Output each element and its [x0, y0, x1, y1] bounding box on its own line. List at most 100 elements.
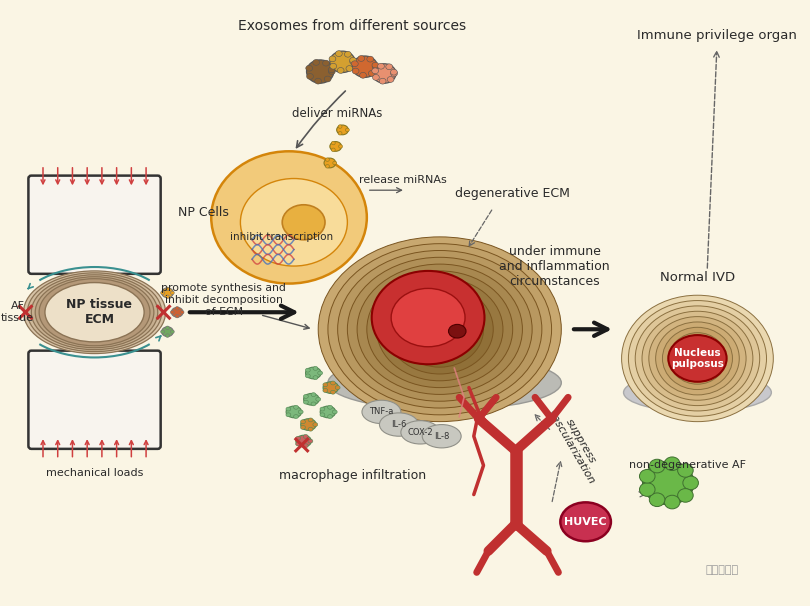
- Ellipse shape: [305, 374, 310, 378]
- Ellipse shape: [327, 415, 332, 419]
- Ellipse shape: [352, 61, 358, 67]
- Text: macrophage infiltration: macrophage infiltration: [279, 468, 426, 482]
- Text: TNF-a: TNF-a: [369, 407, 394, 416]
- Ellipse shape: [372, 271, 484, 364]
- Ellipse shape: [328, 356, 561, 410]
- Ellipse shape: [401, 421, 440, 444]
- Ellipse shape: [373, 64, 396, 83]
- Text: NP tissue
ECM: NP tissue ECM: [66, 298, 132, 326]
- Ellipse shape: [305, 367, 321, 379]
- Ellipse shape: [396, 291, 484, 367]
- Ellipse shape: [332, 410, 337, 414]
- Ellipse shape: [165, 326, 169, 330]
- Ellipse shape: [311, 402, 316, 406]
- Text: AF
tissue: AF tissue: [1, 301, 34, 323]
- Ellipse shape: [324, 158, 335, 168]
- Ellipse shape: [308, 439, 313, 443]
- Ellipse shape: [329, 56, 336, 62]
- Ellipse shape: [373, 75, 379, 81]
- Text: NP Cells: NP Cells: [178, 206, 229, 219]
- Ellipse shape: [165, 287, 169, 291]
- Ellipse shape: [624, 373, 771, 412]
- Ellipse shape: [165, 334, 169, 338]
- Text: COX-2: COX-2: [407, 428, 433, 437]
- Ellipse shape: [311, 393, 316, 396]
- Ellipse shape: [320, 407, 325, 411]
- Ellipse shape: [331, 148, 335, 152]
- Ellipse shape: [323, 383, 328, 387]
- Ellipse shape: [367, 271, 513, 388]
- Ellipse shape: [241, 179, 347, 266]
- Text: Nucleus
pulposus: Nucleus pulposus: [671, 348, 724, 369]
- Ellipse shape: [162, 327, 173, 336]
- Ellipse shape: [318, 371, 322, 375]
- Ellipse shape: [639, 470, 655, 483]
- Text: mechanical loads: mechanical loads: [46, 468, 143, 478]
- Ellipse shape: [330, 390, 335, 394]
- Ellipse shape: [301, 425, 305, 430]
- Ellipse shape: [360, 72, 366, 78]
- Ellipse shape: [293, 405, 298, 409]
- Ellipse shape: [387, 76, 394, 82]
- Ellipse shape: [306, 65, 313, 71]
- Ellipse shape: [344, 52, 352, 57]
- Ellipse shape: [303, 444, 308, 448]
- Ellipse shape: [298, 410, 303, 414]
- Ellipse shape: [172, 307, 183, 317]
- Ellipse shape: [328, 67, 335, 73]
- Ellipse shape: [286, 413, 291, 417]
- Ellipse shape: [377, 278, 503, 381]
- Ellipse shape: [330, 51, 355, 73]
- Ellipse shape: [386, 64, 393, 70]
- Ellipse shape: [337, 125, 348, 135]
- Ellipse shape: [350, 59, 356, 65]
- Ellipse shape: [28, 273, 162, 351]
- Ellipse shape: [160, 291, 164, 295]
- Ellipse shape: [304, 395, 309, 398]
- Ellipse shape: [170, 291, 174, 295]
- Ellipse shape: [32, 275, 158, 350]
- Ellipse shape: [324, 76, 331, 82]
- Ellipse shape: [304, 393, 319, 405]
- FancyBboxPatch shape: [28, 351, 160, 449]
- Ellipse shape: [330, 381, 335, 385]
- Ellipse shape: [293, 415, 298, 419]
- Ellipse shape: [386, 285, 493, 374]
- Ellipse shape: [379, 78, 386, 84]
- Ellipse shape: [668, 335, 727, 382]
- Ellipse shape: [561, 502, 611, 541]
- Ellipse shape: [372, 64, 379, 70]
- Ellipse shape: [175, 307, 179, 310]
- Ellipse shape: [296, 435, 311, 447]
- Ellipse shape: [286, 407, 291, 411]
- Ellipse shape: [327, 405, 332, 409]
- Ellipse shape: [372, 68, 378, 74]
- Ellipse shape: [301, 420, 305, 424]
- Ellipse shape: [316, 398, 321, 401]
- Ellipse shape: [422, 425, 461, 448]
- Ellipse shape: [338, 250, 542, 408]
- Ellipse shape: [650, 459, 665, 473]
- Ellipse shape: [678, 488, 693, 502]
- Text: 外泌体之家: 外泌体之家: [706, 565, 739, 576]
- Ellipse shape: [369, 70, 375, 76]
- Ellipse shape: [629, 301, 766, 416]
- Text: suppress
vascularization: suppress vascularization: [545, 402, 606, 486]
- Ellipse shape: [642, 311, 752, 405]
- Ellipse shape: [323, 388, 328, 393]
- Ellipse shape: [346, 65, 353, 72]
- Ellipse shape: [305, 368, 310, 372]
- Text: IL-6: IL-6: [391, 420, 407, 429]
- Text: release miRNAs: release miRNAs: [359, 176, 447, 185]
- Ellipse shape: [669, 333, 726, 384]
- Ellipse shape: [296, 442, 301, 446]
- Ellipse shape: [357, 264, 522, 395]
- Ellipse shape: [663, 327, 732, 390]
- Text: deliver miRNAs: deliver miRNAs: [292, 107, 383, 120]
- Text: HUVEC: HUVEC: [565, 517, 607, 527]
- Ellipse shape: [335, 385, 340, 390]
- Ellipse shape: [643, 462, 693, 504]
- Ellipse shape: [649, 316, 746, 400]
- Ellipse shape: [320, 406, 335, 418]
- Ellipse shape: [338, 125, 342, 128]
